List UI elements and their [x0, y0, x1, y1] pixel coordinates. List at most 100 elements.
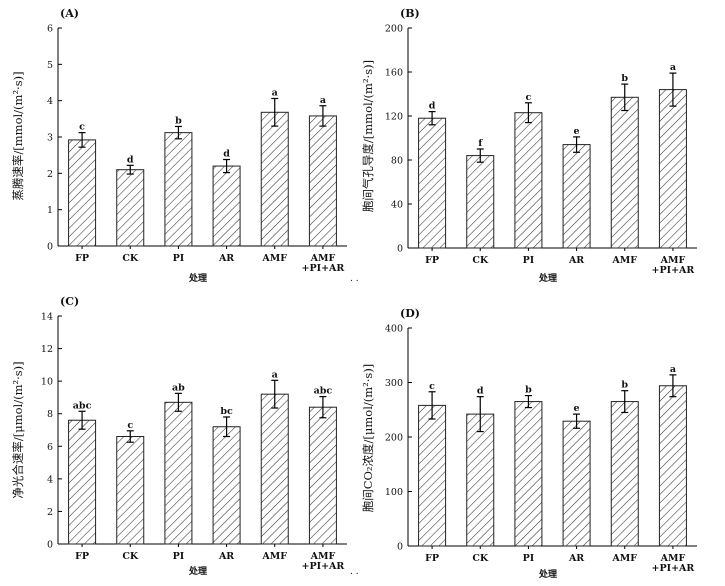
panel-d-bar — [466, 413, 495, 547]
panel-b-category-label: AR — [568, 255, 584, 266]
panel-c-stray-dot: . . — [350, 567, 359, 577]
panel-b-bar — [466, 155, 495, 249]
panel-d-y-tick-label: 0 — [397, 542, 403, 553]
panel-a-significance-label: d — [127, 154, 134, 165]
panel-b-y-tick-label: 200 — [385, 24, 403, 35]
panel-a-category-label: AMF — [261, 253, 287, 264]
panel-b-y-tick-label: 0 — [397, 244, 403, 255]
panel-c-bar — [212, 426, 241, 545]
panel-d-label: (D) — [400, 307, 420, 320]
panel-b-category-label: CK — [472, 255, 489, 266]
panel-b-y-tick-label: 80 — [391, 156, 403, 167]
panel-a-ylabel: 蒸腾速率/[mmol/(m²·s)] — [11, 71, 25, 200]
panel-a-category-label: CK — [122, 253, 139, 264]
panel-c-category-label: CK — [122, 551, 139, 562]
panel-a-category-label: AMF — [310, 253, 336, 264]
panel-d-significance-label: b — [525, 385, 532, 396]
panel-d-bar — [514, 401, 543, 547]
panel-b-y-tick-label: 160 — [385, 68, 403, 79]
panel-c-bar — [164, 401, 193, 545]
panel-a-y-tick-label: 4 — [47, 96, 53, 107]
panel-d-category-label: AR — [568, 553, 584, 564]
panel-d-significance-label: a — [670, 364, 676, 375]
panel-c-significance-label: abc — [314, 386, 333, 397]
panel-a-significance-label: a — [320, 95, 326, 106]
panel-b-y-tick-label: 40 — [391, 200, 403, 211]
panel-b-bar — [658, 89, 687, 249]
panel-d: (D) 0100200300400cFPdCKbPIeARbAMFaAMF+PI… — [361, 307, 697, 580]
panel-d-significance-label: d — [477, 386, 484, 397]
panel-a-category-label: AR — [218, 253, 234, 264]
panel-c-bar — [116, 436, 145, 545]
panel-b-significance-label: c — [526, 92, 532, 103]
panel-c-category-label: AMF — [261, 551, 287, 562]
panel-a-y-tick-label: 6 — [47, 24, 53, 35]
panel-c-y-tick-label: 0 — [47, 540, 53, 551]
panel-c-xlabel: 处理 — [188, 565, 207, 577]
panel-a-xlabel: 处理 — [188, 272, 207, 284]
panel-d-bar — [610, 401, 639, 547]
panel-c: (C) 0 2 4 6 8 10 12 14 abc FP c CK ab PI bc AR a AMF abc AM… — [11, 295, 359, 577]
panel-c-bar — [308, 406, 337, 545]
panel-d-category-label: AMF — [660, 553, 686, 564]
panel-d-category-label: PI — [523, 553, 535, 564]
panel-d-y-tick-label: 300 — [385, 378, 403, 389]
panel-a-y-tick-label: 3 — [47, 133, 53, 144]
panel-c-ylabel: 净光合速率/[μmol/(m²·s)] — [11, 361, 25, 498]
panel-c-significance-label: c — [127, 420, 133, 431]
panel-d-category-label: CK — [472, 553, 489, 564]
panel-c-category-label: +PI+AR — [302, 561, 345, 572]
panel-d-y-tick-label: 100 — [385, 487, 403, 498]
panel-b-bar — [514, 112, 543, 249]
panel-c-y-tick-label: 14 — [41, 312, 53, 323]
panel-c-significance-label: abc — [73, 400, 92, 411]
panel-d-significance-label: e — [574, 403, 580, 414]
panel-a-y-tick-label: 1 — [47, 205, 53, 216]
panel-b-bar — [610, 96, 639, 249]
panel-c-y-tick-label: 2 — [47, 507, 53, 518]
panel-b-label: (B) — [400, 7, 420, 20]
panel-b-category-label: PI — [523, 255, 535, 266]
panel-b-category-label: AMF — [660, 255, 686, 266]
panel-d-category-label: AMF — [611, 553, 637, 564]
panel-d-significance-label: c — [429, 381, 435, 392]
panel-b-category-label: AMF — [611, 255, 637, 266]
panel-b-significance-label: f — [478, 138, 483, 149]
panel-a-y-tick-label: 5 — [47, 60, 53, 71]
panel-b-ylabel: 胞间气孔导度/[mmol/(m²·s)] — [361, 60, 375, 212]
panel-a-y-tick-label: 0 — [47, 242, 53, 253]
panel-d-y-tick-label: 200 — [385, 433, 403, 444]
panel-c-label: (C) — [60, 295, 79, 308]
panel-c-y-tick-label: 4 — [47, 474, 53, 485]
panel-d-y-tick-label: 400 — [385, 324, 403, 335]
panel-a-bar — [212, 165, 241, 247]
panel-d-category-label: +PI+AR — [652, 563, 695, 574]
panel-a-bar — [164, 132, 193, 247]
panel-d-bar — [418, 404, 447, 547]
panel-a-significance-label: d — [223, 149, 230, 160]
panel-c-significance-label: bc — [220, 406, 233, 417]
panel-b-bar — [418, 117, 447, 249]
panel-a-significance-label: b — [175, 115, 182, 126]
panel-b-y-tick-label: 120 — [385, 112, 403, 123]
panel-a-bar — [308, 115, 337, 247]
panel-a-stray-dot: . . — [350, 274, 359, 284]
panel-b-significance-label: e — [574, 126, 580, 137]
panel-d-bar — [658, 385, 687, 547]
panel-b-xlabel: 处理 — [538, 272, 557, 284]
panel-c-category-label: FP — [75, 551, 89, 562]
panel-a-bar — [116, 169, 145, 247]
panel-c-y-tick-label: 10 — [41, 377, 53, 388]
panel-c-category-label: AR — [218, 551, 234, 562]
panel-b-significance-label: d — [429, 101, 436, 112]
panel-a-category-label: PI — [173, 253, 185, 264]
panel-b-bar — [562, 144, 591, 249]
panel-a-significance-label: a — [272, 87, 278, 98]
panel-a-category-label: FP — [75, 253, 89, 264]
panel-b: (B) 04080120160200dFPfCKcPIeARbAMFaAMF+P… — [361, 7, 697, 284]
panel-b-significance-label: b — [621, 73, 628, 84]
